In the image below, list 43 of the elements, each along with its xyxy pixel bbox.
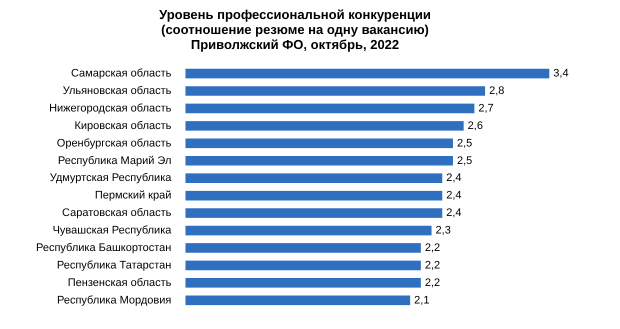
- bar: [185, 278, 421, 288]
- bar: [185, 173, 442, 183]
- y-tick-label: Ульяновская область: [62, 85, 172, 98]
- data-label: 2,2: [424, 276, 440, 289]
- bar: [185, 295, 410, 306]
- y-tick-label: Нижегородская область: [49, 102, 172, 114]
- bar: [185, 138, 453, 148]
- bar: [185, 68, 550, 78]
- data-label: 2,2: [424, 259, 440, 272]
- data-label: 2,3: [436, 224, 451, 237]
- bar: [185, 121, 464, 131]
- y-tick-label: Удмуртская Республика: [50, 172, 172, 184]
- data-label: 2,2: [424, 242, 440, 254]
- data-label: 2,1: [414, 294, 430, 306]
- bar: [185, 156, 453, 166]
- data-label: 2,7: [478, 102, 494, 114]
- bar: [185, 208, 442, 218]
- data-label: 2,4: [446, 207, 462, 220]
- y-tick-label: Пермский край: [94, 190, 172, 202]
- y-tick-label: Оренбургская область: [56, 137, 172, 150]
- bar: [185, 243, 421, 253]
- bar: [185, 104, 474, 114]
- y-tick-label: Кировская область: [74, 120, 172, 132]
- y-tick-label: Республика Татарстан: [56, 259, 172, 272]
- chart-title: Уровень профессиональной конкуренции (соотношение резюме на одну вакансию) Приволжский ФО, октябрь, 2022: [159, 7, 431, 52]
- bar: [185, 86, 486, 96]
- data-label: 3,4: [553, 68, 569, 80]
- y-tick-label: Республика Мордовия: [56, 294, 172, 306]
- data-label: 2,4: [446, 172, 462, 184]
- data-label: 2,8: [489, 85, 504, 98]
- y-tick-label: Чувашская Республика: [52, 224, 172, 237]
- bar: [185, 226, 432, 236]
- y-tick-label: Самарская область: [70, 68, 172, 80]
- bar: [185, 190, 442, 200]
- y-tick-label: Пензенская область: [68, 276, 172, 289]
- y-tick-label: Саратовская область: [62, 207, 172, 220]
- data-label: 2,4: [446, 190, 462, 202]
- y-tick-label: Республика Марий Эл: [58, 154, 172, 167]
- bar: [185, 260, 421, 270]
- data-label: 2,6: [468, 120, 483, 132]
- y-tick-label: Республика Башкортостан: [36, 242, 172, 254]
- data-label: 2,5: [456, 154, 472, 167]
- data-label: 2,5: [456, 137, 472, 150]
